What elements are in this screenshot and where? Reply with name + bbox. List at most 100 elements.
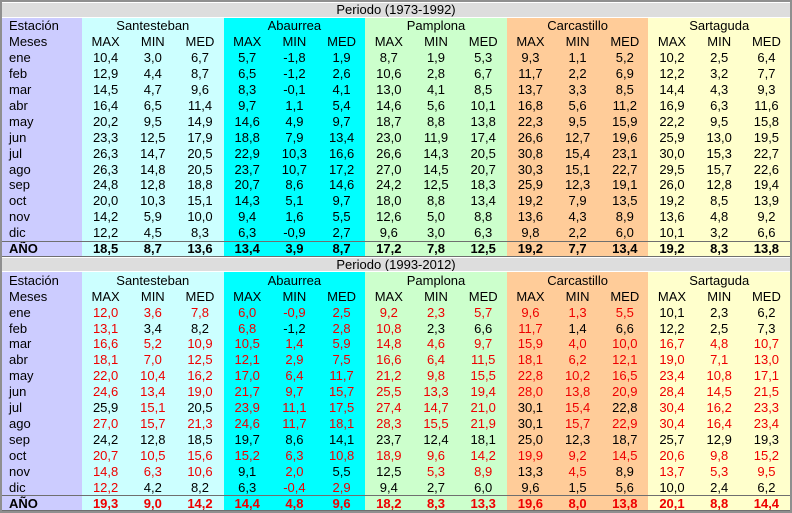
value-cell: 9,7 bbox=[270, 383, 318, 400]
value-cell: 13,4 bbox=[601, 240, 649, 257]
value-cell: 2,4 bbox=[695, 479, 743, 496]
value-cell: 27,4 bbox=[365, 399, 413, 416]
value-cell: 13,4 bbox=[318, 129, 366, 146]
value-cell: 16,2 bbox=[176, 367, 224, 384]
value-cell: 18,1 bbox=[506, 351, 554, 368]
value-cell: 1,5 bbox=[554, 479, 602, 496]
value-cell: 22,7 bbox=[742, 145, 790, 162]
value-cell: 2,8 bbox=[318, 320, 366, 337]
value-cell: 15,1 bbox=[176, 192, 224, 209]
station-header-santesteban: Santesteban bbox=[82, 272, 224, 289]
value-cell: 12,5 bbox=[129, 129, 177, 146]
month-label: sep bbox=[2, 176, 82, 193]
value-cell: 8,0 bbox=[554, 495, 602, 511]
value-cell: 11,2 bbox=[601, 97, 649, 114]
value-cell: 22,7 bbox=[601, 161, 649, 177]
month-label: dic bbox=[2, 479, 82, 496]
value-cell: 6,5 bbox=[223, 65, 271, 82]
column-header-max: MAX bbox=[223, 288, 271, 305]
value-cell: 5,0 bbox=[412, 208, 460, 225]
value-cell: 14,9 bbox=[176, 113, 224, 130]
value-cell: 21,9 bbox=[459, 415, 507, 432]
value-cell: 6,0 bbox=[459, 479, 507, 496]
value-cell: 15,7 bbox=[318, 383, 366, 400]
value-cell: 10,0 bbox=[601, 336, 649, 352]
value-cell: 8,5 bbox=[601, 81, 649, 98]
value-cell: 28,4 bbox=[648, 383, 696, 400]
value-cell: 4,0 bbox=[554, 336, 602, 352]
month-label: abr bbox=[2, 351, 82, 368]
value-cell: 9,8 bbox=[412, 367, 460, 384]
value-cell: 5,5 bbox=[318, 463, 366, 480]
value-cell: 6,7 bbox=[459, 65, 507, 82]
value-cell: 15,2 bbox=[742, 447, 790, 464]
value-cell: 8,9 bbox=[601, 463, 649, 480]
value-cell: 1,4 bbox=[554, 320, 602, 337]
station-header-pamplona: Pamplona bbox=[365, 272, 507, 289]
value-cell: 19,2 bbox=[506, 240, 554, 257]
value-cell: 5,3 bbox=[695, 463, 743, 480]
value-cell: 10,0 bbox=[176, 208, 224, 225]
value-cell: 5,3 bbox=[459, 49, 507, 66]
value-cell: 8,6 bbox=[270, 431, 318, 448]
value-cell: 2,2 bbox=[554, 65, 602, 82]
column-header-max: MAX bbox=[648, 33, 696, 50]
value-cell: 13,9 bbox=[742, 192, 790, 209]
value-cell: 23,9 bbox=[223, 399, 271, 416]
value-cell: 7,8 bbox=[176, 304, 224, 321]
column-header-med: MED bbox=[176, 33, 224, 50]
value-cell: 10,2 bbox=[648, 49, 696, 66]
column-header-min: MIN bbox=[695, 288, 743, 305]
value-cell: 6,7 bbox=[176, 49, 224, 66]
value-cell: 8,6 bbox=[270, 176, 318, 193]
month-label: dic bbox=[2, 224, 82, 241]
station-header-sartaguda: Sartaguda bbox=[648, 272, 790, 289]
column-header-max: MAX bbox=[223, 33, 271, 50]
value-cell: 4,6 bbox=[412, 336, 460, 352]
value-cell: 18,2 bbox=[365, 495, 413, 511]
value-cell: 9,6 bbox=[506, 304, 554, 321]
value-cell: 22,6 bbox=[742, 161, 790, 177]
value-cell: 18,1 bbox=[82, 351, 130, 368]
value-cell: 2,7 bbox=[318, 224, 366, 241]
value-cell: 6,5 bbox=[129, 97, 177, 114]
value-cell: 9,3 bbox=[506, 49, 554, 66]
value-cell: 8,2 bbox=[176, 479, 224, 496]
value-cell: 6,2 bbox=[742, 304, 790, 321]
value-cell: 16,8 bbox=[506, 97, 554, 114]
station-header-abaurrea: Abaurrea bbox=[223, 17, 366, 34]
value-cell: 19,7 bbox=[223, 431, 271, 448]
value-cell: 8,5 bbox=[459, 81, 507, 98]
value-cell: 14,2 bbox=[459, 447, 507, 464]
column-header-med: MED bbox=[318, 33, 366, 50]
value-cell: -0,9 bbox=[270, 304, 318, 321]
value-cell: 17,4 bbox=[459, 129, 507, 146]
month-label: ene bbox=[2, 49, 82, 66]
value-cell: 25,9 bbox=[648, 129, 696, 146]
value-cell: 15,4 bbox=[554, 145, 602, 162]
column-header-max: MAX bbox=[365, 288, 413, 305]
value-cell: 15,4 bbox=[554, 399, 602, 416]
value-cell: 15,1 bbox=[129, 399, 177, 416]
value-cell: 5,4 bbox=[318, 97, 366, 114]
value-cell: 9,6 bbox=[412, 447, 460, 464]
value-cell: 20,7 bbox=[223, 176, 271, 193]
value-cell: 25,5 bbox=[365, 383, 413, 400]
value-cell: 8,9 bbox=[459, 463, 507, 480]
value-cell: 2,5 bbox=[318, 304, 366, 321]
value-cell: 11,7 bbox=[506, 320, 554, 337]
value-cell: 10,8 bbox=[365, 320, 413, 337]
value-cell: 2,5 bbox=[695, 320, 743, 337]
value-cell: 22,8 bbox=[506, 367, 554, 384]
value-cell: 10,7 bbox=[270, 161, 318, 177]
value-cell: 4,3 bbox=[695, 81, 743, 98]
value-cell: 13,5 bbox=[601, 192, 649, 209]
value-cell: 6,6 bbox=[742, 224, 790, 241]
value-cell: 18,1 bbox=[459, 431, 507, 448]
month-label: jul bbox=[2, 145, 82, 162]
value-cell: 16,4 bbox=[695, 415, 743, 432]
value-cell: 5,1 bbox=[270, 192, 318, 209]
value-cell: 14,7 bbox=[412, 399, 460, 416]
column-header-max: MAX bbox=[365, 33, 413, 50]
value-cell: 9,0 bbox=[129, 495, 177, 511]
